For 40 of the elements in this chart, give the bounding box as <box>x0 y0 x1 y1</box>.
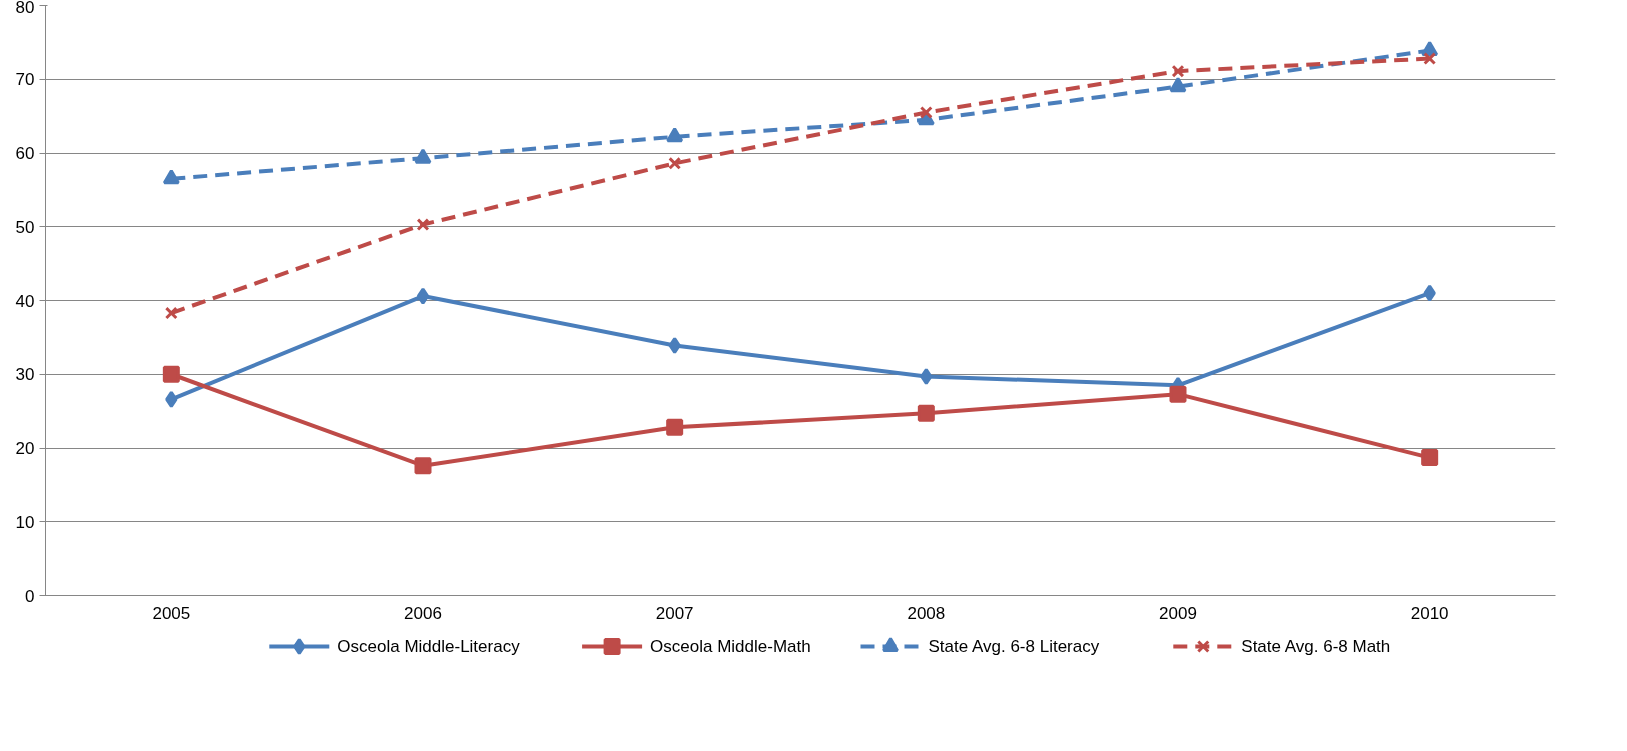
point <box>1169 385 1187 403</box>
point <box>414 457 432 475</box>
point <box>416 287 430 305</box>
point <box>666 127 684 143</box>
point <box>668 156 682 170</box>
x-tick-label: 2005 <box>152 603 191 623</box>
point <box>164 306 178 320</box>
x-tick-label: 2010 <box>1410 603 1449 623</box>
legend-label: Osceola Middle-Literacy <box>337 637 521 656</box>
point <box>165 390 178 408</box>
y-tick-label: 80 <box>15 0 35 17</box>
x-tick-label: 2008 <box>907 603 946 623</box>
point <box>920 367 933 385</box>
y-tick-label: 20 <box>15 439 35 458</box>
point <box>1421 449 1439 467</box>
point <box>162 169 180 185</box>
y-tick-label: 60 <box>15 144 35 163</box>
point <box>162 365 180 383</box>
point <box>666 418 684 436</box>
x-tick-label: 2006 <box>404 603 442 623</box>
legend-label: Osceola Middle-Math <box>650 637 811 656</box>
point <box>414 148 432 164</box>
y-tick-label: 0 <box>25 586 35 606</box>
point <box>1171 64 1185 78</box>
x-tick-label: 2007 <box>655 603 694 623</box>
y-tick-label: 40 <box>15 291 35 311</box>
point <box>919 105 933 119</box>
point <box>1169 77 1187 93</box>
y-tick-label: 50 <box>15 217 35 237</box>
legend-label: State Avg. 6-8 Literacy <box>928 637 1100 656</box>
y-tick-label: 70 <box>15 70 35 90</box>
y-tick-label: 10 <box>15 512 35 532</box>
point <box>917 404 935 422</box>
point <box>1423 284 1436 302</box>
point <box>1423 52 1437 66</box>
point <box>668 336 681 354</box>
y-tick-label: 30 <box>15 365 35 385</box>
point <box>416 218 430 231</box>
x-tick-label: 2009 <box>1159 603 1197 623</box>
legend-label: State Avg. 6-8 Math <box>1241 637 1391 656</box>
